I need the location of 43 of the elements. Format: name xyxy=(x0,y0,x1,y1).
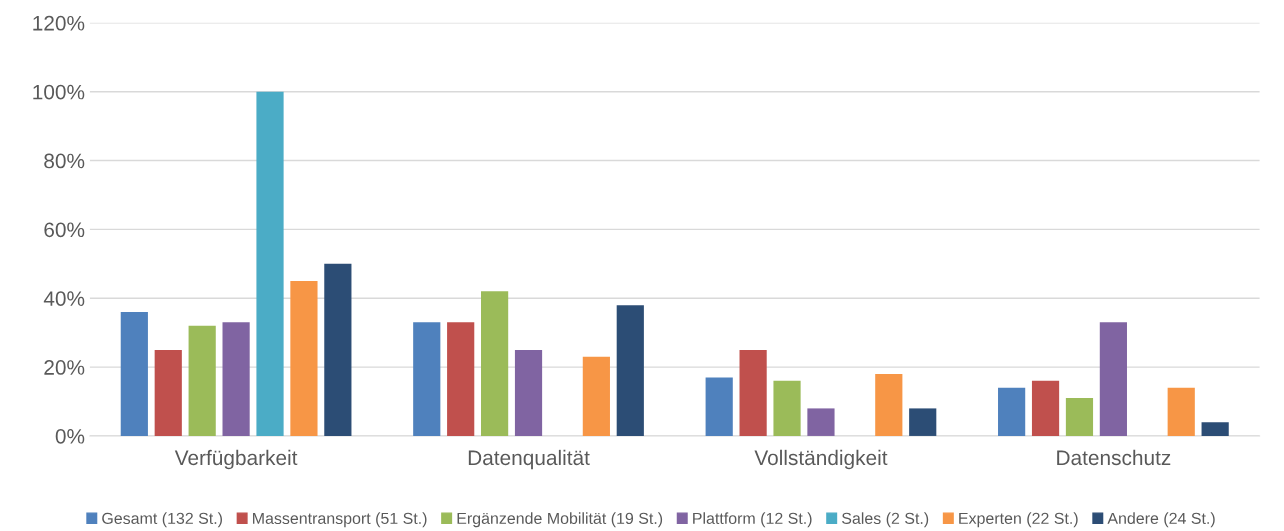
legend-label: Plattform (12 St.) xyxy=(693,512,812,528)
legend-label: Massentransport (51 St.) xyxy=(253,512,427,528)
y-tick-label: 80% xyxy=(44,153,85,169)
bar xyxy=(998,387,1026,436)
bar xyxy=(413,322,441,436)
bar xyxy=(773,380,801,436)
bar xyxy=(222,322,250,436)
x-tick-label: Verfügbarkeit xyxy=(174,449,298,470)
y-tick-label: 40% xyxy=(43,291,85,306)
bar xyxy=(909,408,937,436)
y-tick-label: 0% xyxy=(55,428,85,444)
bar xyxy=(1201,422,1229,436)
bar xyxy=(616,305,644,436)
bar xyxy=(582,356,610,436)
bar xyxy=(739,349,767,436)
x-tick-label: Vollständigkeit xyxy=(754,449,888,470)
legend-label: Andere (24 St.) xyxy=(1107,512,1215,528)
legend-label: Sales (2 St.) xyxy=(842,512,929,528)
bar xyxy=(514,349,543,436)
y-tick-label: 60% xyxy=(44,222,85,238)
bar xyxy=(1099,322,1127,436)
bar xyxy=(807,408,835,436)
bar xyxy=(290,281,318,436)
y-tick-label: 100% xyxy=(33,84,85,100)
bar xyxy=(1031,380,1060,436)
bar xyxy=(120,312,148,436)
bar xyxy=(705,377,733,436)
bar xyxy=(256,91,284,436)
bar xyxy=(188,325,216,436)
legend-label: Experten (22 St.) xyxy=(959,512,1078,528)
bar xyxy=(447,322,475,436)
legend-label: Gesamt (132 St.) xyxy=(102,512,222,528)
bar xyxy=(154,349,182,436)
y-tick-label: 20% xyxy=(44,360,85,375)
bar xyxy=(324,263,352,436)
bar xyxy=(875,373,903,436)
legend-label: Ergänzende Mobilität (19 St.) xyxy=(457,512,663,528)
bar xyxy=(1065,398,1094,436)
y-tick-label: 120% xyxy=(33,15,85,31)
x-tick-label: Datenschutz xyxy=(1057,449,1171,466)
bar xyxy=(481,291,509,436)
x-tick-label: Datenqualität xyxy=(468,449,590,470)
bar xyxy=(1167,387,1195,436)
